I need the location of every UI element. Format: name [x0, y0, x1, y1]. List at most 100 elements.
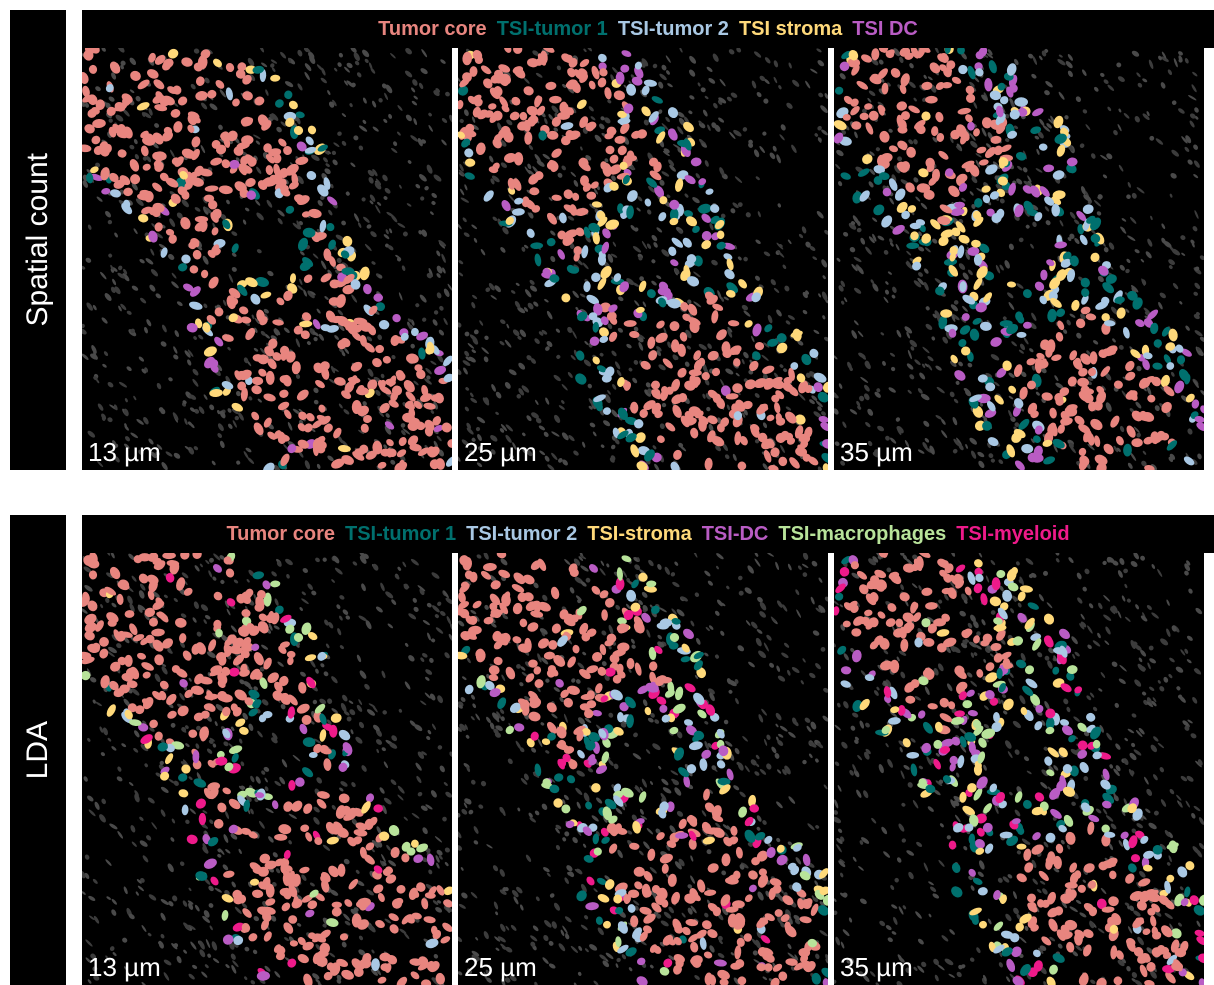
legend-item: TSI-stroma: [587, 523, 691, 546]
background-cell: [607, 759, 614, 767]
background-cell: [171, 818, 176, 824]
background-cell: [495, 391, 503, 400]
cell: [176, 95, 189, 108]
background-cell: [352, 51, 361, 62]
background-cell: [891, 294, 896, 299]
background-cell: [808, 672, 816, 680]
background-cell: [174, 329, 180, 337]
background-cell: [646, 827, 654, 835]
background-cell: [369, 230, 378, 238]
background-cell: [563, 830, 570, 837]
cell: [136, 100, 151, 112]
background-cell: [326, 90, 331, 96]
background-cell: [490, 294, 497, 300]
background-cell: [532, 924, 540, 932]
background-cell: [499, 868, 507, 877]
background-cell: [139, 258, 146, 264]
cell: [142, 671, 152, 680]
background-cell: [284, 558, 294, 567]
background-cell: [360, 583, 367, 592]
cell: [1040, 270, 1047, 281]
background-cell: [890, 366, 896, 372]
cell: [300, 765, 315, 779]
cell: [989, 335, 1004, 348]
cell: [580, 245, 589, 259]
background-cell: [358, 669, 367, 680]
cell: [331, 906, 343, 918]
background-cell: [598, 122, 606, 130]
background-cell: [990, 353, 1000, 362]
background-cell: [424, 185, 430, 191]
background-cell: [436, 292, 442, 299]
background-cell: [657, 634, 663, 640]
background-cell: [258, 48, 265, 53]
background-cell: [99, 271, 107, 280]
background-cell: [773, 287, 780, 294]
background-cell: [738, 590, 745, 597]
cell: [951, 75, 963, 85]
background-cell: [292, 754, 301, 762]
background-cell: [1011, 340, 1018, 347]
background-cell: [742, 351, 750, 359]
background-cell: [250, 979, 256, 985]
background-cell: [139, 583, 146, 592]
background-cell: [1108, 242, 1116, 251]
cell: [108, 60, 123, 76]
background-cell: [656, 563, 662, 570]
background-cell: [1188, 94, 1198, 101]
background-cell: [1016, 282, 1025, 289]
background-cell: [401, 265, 406, 272]
cell: [206, 275, 220, 291]
background-cell: [255, 775, 262, 784]
background-cell: [1119, 425, 1125, 433]
background-cell: [662, 786, 673, 795]
background-cell: [572, 450, 579, 457]
background-cell: [356, 654, 362, 663]
background-cell: [101, 316, 109, 324]
cell: [180, 56, 194, 68]
cell: [377, 892, 387, 903]
background-cell: [86, 794, 95, 802]
background-cell: [570, 171, 577, 177]
background-cell: [279, 51, 287, 59]
background-cell: [274, 598, 280, 607]
background-cell: [634, 300, 641, 307]
background-cell: [295, 338, 301, 348]
cell: [534, 253, 542, 267]
background-cell: [385, 412, 391, 418]
background-cell: [331, 159, 338, 167]
background-cell: [212, 743, 217, 748]
cell: [630, 402, 639, 414]
background-cell: [737, 256, 742, 261]
cell: [987, 59, 998, 74]
background-cell: [300, 874, 307, 882]
background-cell: [646, 629, 652, 638]
cell: [627, 151, 635, 162]
background-cell: [758, 610, 767, 619]
background-cell: [907, 389, 912, 394]
background-cell: [548, 940, 555, 947]
cell: [519, 111, 528, 121]
background-cell: [160, 933, 165, 939]
background-cell: [371, 260, 376, 265]
background-cell: [539, 450, 546, 456]
background-cell: [767, 314, 774, 324]
background-cell: [267, 835, 275, 843]
background-cell: [859, 237, 866, 245]
cell: [510, 95, 522, 107]
cell: [174, 617, 187, 629]
background-cell: [198, 948, 206, 958]
background-cell: [185, 742, 191, 747]
legend-item: TSI-macrophages: [778, 523, 946, 546]
background-cell: [571, 290, 579, 299]
cell: [305, 169, 318, 181]
background-cell: [133, 228, 139, 235]
background-cell: [231, 881, 237, 888]
cell: [263, 392, 277, 403]
background-cell: [338, 52, 344, 58]
background-cell: [607, 712, 614, 719]
background-cell: [433, 310, 439, 316]
background-cell: [549, 255, 556, 263]
background-cell: [667, 82, 674, 88]
cell: [150, 181, 163, 194]
